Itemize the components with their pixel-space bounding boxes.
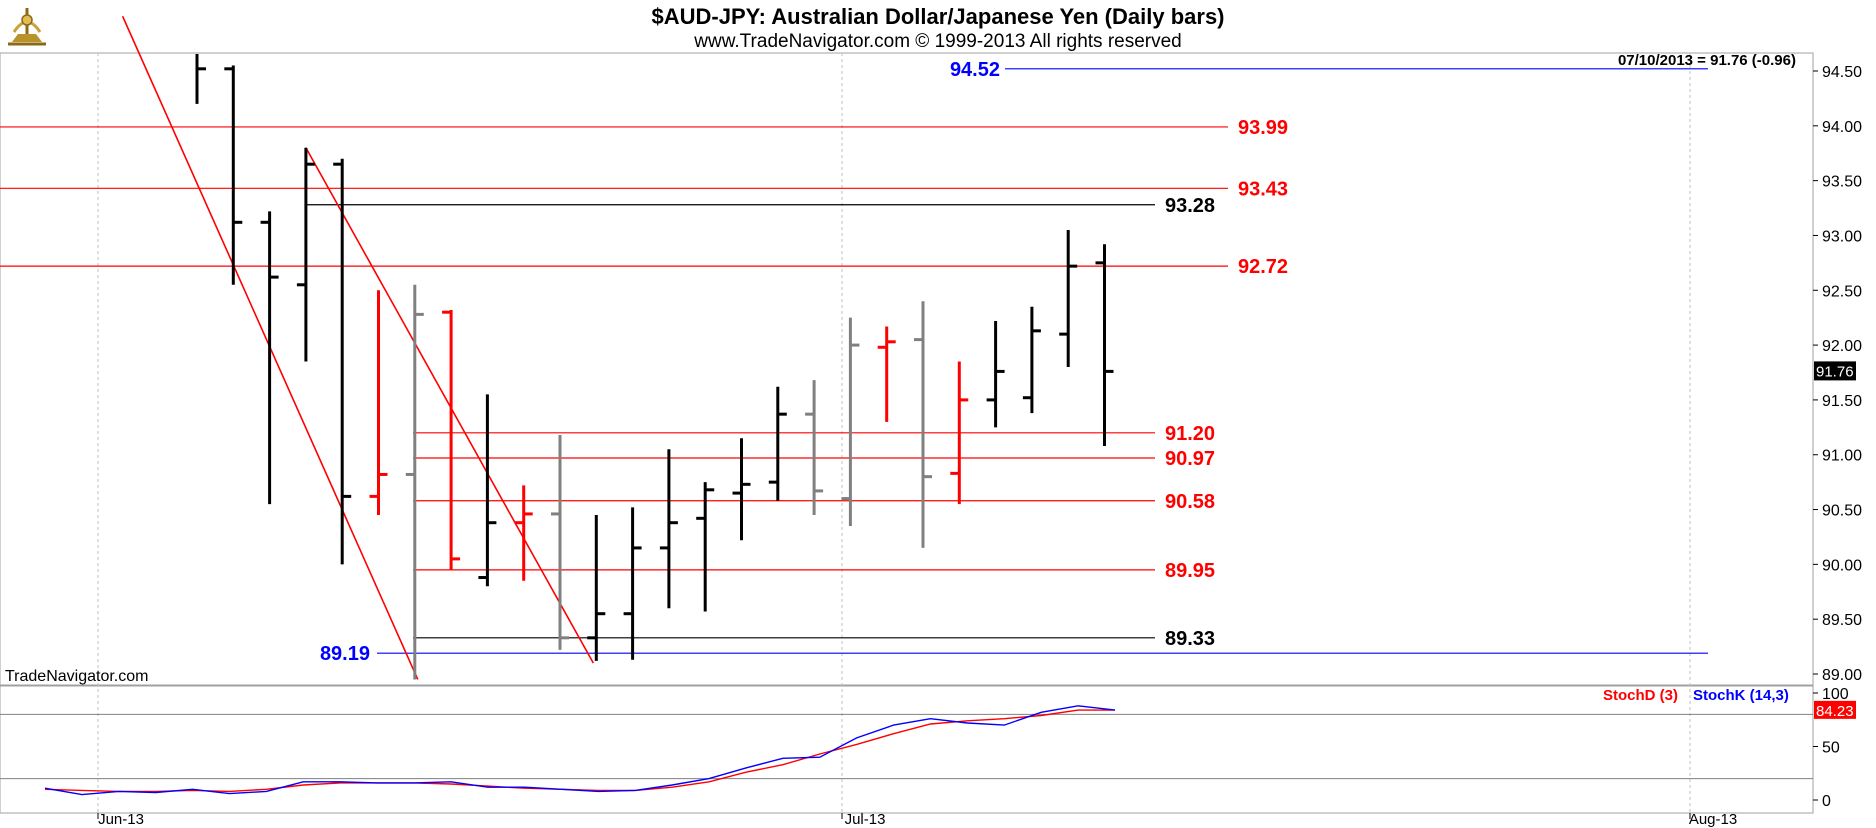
level-label-90-97: 90.97 xyxy=(1165,448,1215,470)
ohlc-bar xyxy=(260,211,279,505)
ohlc-bar xyxy=(914,301,932,548)
chart-title: $AUD-JPY: Australian Dollar/Japanese Yen… xyxy=(651,4,1225,29)
ohlc-bar xyxy=(478,394,497,587)
ohlc-bar xyxy=(514,485,533,581)
y-tick-label: 90.00 xyxy=(1822,557,1862,574)
y-tick-label: 89.50 xyxy=(1822,612,1862,629)
ohlc-bar xyxy=(841,317,860,526)
ohlc-bar xyxy=(224,65,243,285)
ohlc-bar xyxy=(296,147,315,362)
ohlc-bar xyxy=(369,290,388,516)
y-tick-label: 94.50 xyxy=(1822,64,1862,81)
stoch-y-tick-label: 50 xyxy=(1822,740,1840,757)
level-label-89-33: 89.33 xyxy=(1165,628,1215,650)
level-label-92-72: 92.72 xyxy=(1238,256,1288,278)
stoch-value-label: 84.23 xyxy=(1816,703,1854,720)
stoch-line-k xyxy=(44,705,1116,796)
level-label-89-19: 89.19 xyxy=(320,643,370,665)
last-price-label: 91.76 xyxy=(1816,363,1854,380)
price-panel-frame xyxy=(0,52,1814,686)
stoch-panel-frame xyxy=(0,685,1814,814)
y-tick-label: 89.00 xyxy=(1822,667,1862,684)
ohlc-bar xyxy=(623,507,642,660)
trendline xyxy=(305,147,594,664)
watermark: TradeNavigator.com xyxy=(5,668,149,685)
legend-stochk: StochK (14,3) xyxy=(1693,687,1789,704)
stoch-y-tick-label: 100 xyxy=(1822,686,1849,703)
ohlc-bar xyxy=(805,380,824,516)
ohlc-bar xyxy=(442,310,461,570)
legend-stochd: StochD (3) xyxy=(1603,687,1678,704)
last-value-readout: 07/10/2013 = 91.76 (-0.96) xyxy=(1617,52,1796,69)
level-label-89-95: 89.95 xyxy=(1165,560,1215,582)
ohlc-bar xyxy=(587,515,606,661)
last-price-badge xyxy=(1814,361,1856,381)
y-tick-label: 90.50 xyxy=(1822,503,1862,520)
y-tick-label: 93.50 xyxy=(1822,174,1862,191)
level-label-93-43: 93.43 xyxy=(1238,178,1288,200)
x-tick-label: Aug-13 xyxy=(1689,811,1737,828)
ohlc-bar xyxy=(1059,229,1078,368)
ohlc-bar xyxy=(195,54,206,104)
ohlc-bar xyxy=(1095,244,1114,446)
ohlc-bar xyxy=(696,482,715,612)
level-label-90-58: 90.58 xyxy=(1165,491,1215,513)
ohlc-bar xyxy=(333,158,352,565)
y-tick-label: 91.50 xyxy=(1822,393,1862,410)
y-tick-label: 91.00 xyxy=(1822,448,1862,465)
level-label-93-28: 93.28 xyxy=(1165,195,1215,217)
ohlc-bar xyxy=(877,326,896,422)
level-label-93-99: 93.99 xyxy=(1238,117,1288,139)
ohlc-bar xyxy=(405,284,424,680)
ohlc-bar xyxy=(551,434,569,650)
stoch-y-tick-label: 0 xyxy=(1822,793,1831,810)
ohlc-bar xyxy=(986,320,1005,428)
x-tick-label: Jun-13 xyxy=(98,811,144,828)
copyright-line: www.TradeNavigator.com © 1999-2013 All r… xyxy=(694,31,1182,52)
level-label-91-20: 91.20 xyxy=(1165,423,1215,445)
stoch-value-badge xyxy=(1814,700,1856,719)
ohlc-bar xyxy=(732,438,751,541)
ohlc-bar xyxy=(768,386,787,501)
y-tick-label: 94.00 xyxy=(1822,119,1862,136)
ohlc-bar xyxy=(1022,306,1041,414)
y-tick-label: 92.50 xyxy=(1822,283,1862,300)
y-tick-label: 92.00 xyxy=(1822,338,1862,355)
trade-navigator-logo xyxy=(6,4,48,48)
y-tick-label: 93.00 xyxy=(1822,228,1862,245)
level-label-94-52: 94.52 xyxy=(950,59,1000,81)
x-tick-label: Jul-13 xyxy=(845,811,886,828)
ohlc-bar xyxy=(950,361,969,505)
ohlc-bar xyxy=(659,449,678,609)
